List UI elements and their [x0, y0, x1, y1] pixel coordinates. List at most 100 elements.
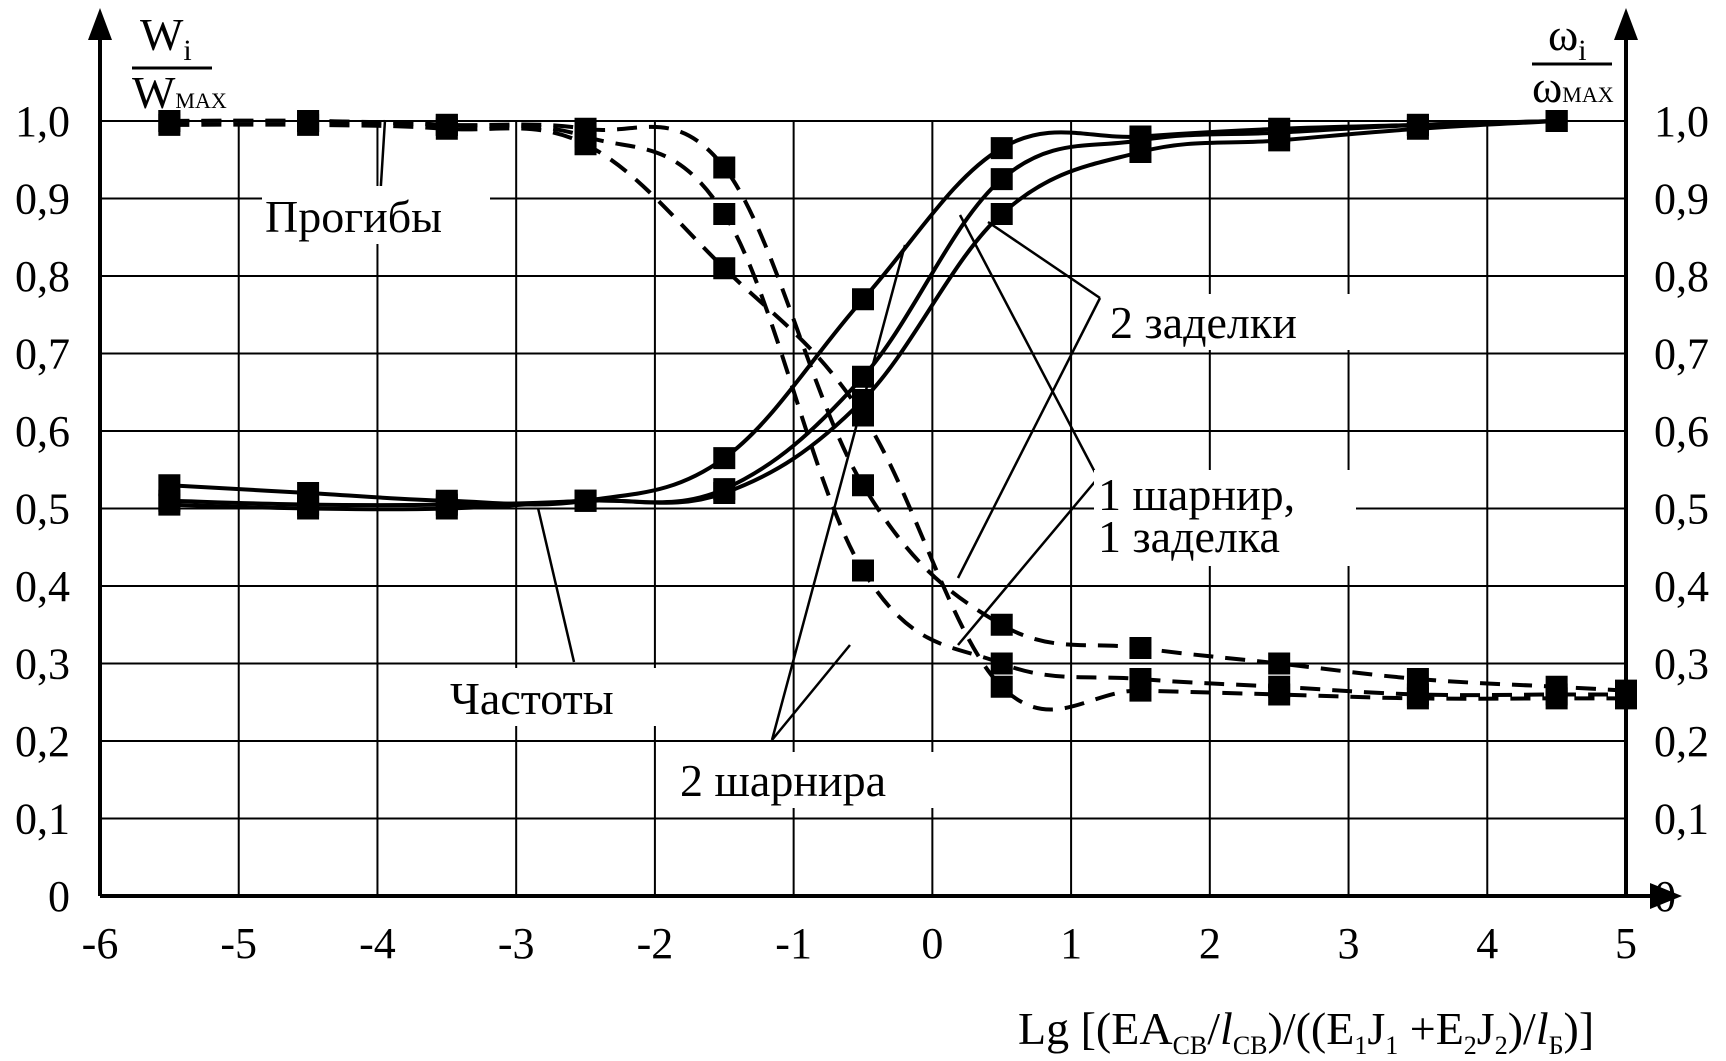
data-point-marker — [1406, 117, 1429, 140]
data-point-marker — [435, 117, 458, 140]
data-point-marker — [990, 203, 1013, 225]
y-tick-label-left: 0 — [48, 872, 70, 921]
x-tick-label: 2 — [1199, 919, 1221, 968]
annotation-leaders — [378, 119, 1102, 741]
hinge-clamp-label-line2: 1 заделка — [1098, 511, 1280, 562]
y-label-left: Wi WMAX — [132, 9, 227, 118]
data-point-marker — [990, 613, 1013, 636]
tick-labels: -6 -5 -4 -3 -2 -1 0 1 2 3 4 500,10,20,30,40,50,60,7… — [15, 97, 1709, 968]
leader-frequencies — [536, 507, 576, 663]
data-point-marker — [990, 652, 1013, 675]
data-point-marker — [713, 447, 736, 470]
leader-hinge-clamp-1 — [958, 214, 1100, 479]
y-label-right-den-sub: MAX — [1562, 82, 1613, 107]
x-tick-label: -5 — [220, 919, 257, 968]
two-hinges-label-bg — [676, 752, 948, 808]
axes — [88, 8, 1682, 909]
data-point-marker — [1129, 141, 1152, 163]
data-point-marker — [990, 675, 1013, 698]
svg-text:WMAX: WMAX — [132, 67, 227, 118]
y-tick-label-right: 0,6 — [1654, 407, 1709, 456]
y-tick-label-left: 0,4 — [15, 562, 70, 611]
two-hinges-label: 2 шарнира — [680, 755, 886, 806]
leader-two-clamps-2 — [956, 297, 1102, 579]
two-clamps-label: 2 заделки — [1110, 297, 1297, 348]
data-point-marker — [1129, 637, 1152, 659]
x-tick-label: -3 — [498, 919, 535, 968]
data-point-marker — [713, 203, 736, 225]
y-tick-label-right: 0,7 — [1654, 330, 1709, 379]
y-label-left-den-sub: MAX — [175, 88, 226, 113]
x-tick-label: -6 — [82, 919, 119, 968]
data-point-marker — [1615, 687, 1637, 710]
data-point-marker — [990, 137, 1013, 160]
y-label-right-num-sub: i — [1578, 34, 1586, 67]
hinge-clamp-label-line1: 1 шарнир, — [1098, 469, 1295, 520]
y-tick-label-left: 0,2 — [15, 717, 70, 766]
y-label-right-den: ω — [1532, 61, 1562, 112]
x-tick-label: -2 — [637, 919, 674, 968]
y-label-left-num: W — [140, 9, 184, 60]
data-point-marker — [852, 474, 874, 497]
y-tick-label-right: 0,4 — [1654, 562, 1709, 611]
y-tick-label-left: 1,0 — [15, 97, 70, 146]
x-axis-arrow — [1650, 883, 1682, 909]
deflections-label-bg — [262, 186, 490, 244]
series-line-deflections-2 — [169, 122, 1626, 712]
data-point-marker — [1545, 110, 1568, 132]
y-tick-label-right: 1,0 — [1654, 97, 1709, 146]
data-point-marker — [1406, 687, 1429, 710]
data-point-marker — [713, 156, 736, 179]
data-point-marker — [1268, 129, 1291, 152]
data-point-marker — [158, 113, 181, 136]
x-tick-label: 1 — [1060, 919, 1082, 968]
y-tick-label-right: 0 — [1654, 872, 1676, 921]
x-axis-label: Lg [(EAСВ/lСВ)/((E1J1 +E2J2)/lБ)] — [1018, 1003, 1594, 1060]
data-point-marker — [1268, 683, 1291, 706]
y-tick-label-right: 0,9 — [1654, 175, 1709, 224]
x-tick-label: 5 — [1615, 919, 1637, 968]
frequencies-label: Частоты — [450, 673, 614, 724]
markers — [158, 110, 1637, 710]
y-tick-label-left: 0,7 — [15, 330, 70, 379]
svg-text:ωi: ωi — [1548, 9, 1587, 67]
x-tick-label: 4 — [1476, 919, 1498, 968]
leader-hinge-clamp-2 — [957, 477, 1099, 646]
y-tick-label-right: 0,2 — [1654, 717, 1709, 766]
data-point-marker — [852, 288, 874, 311]
y-tick-label-left: 0,1 — [15, 795, 70, 844]
data-point-marker — [852, 559, 874, 582]
data-point-marker — [435, 497, 458, 520]
x-tick-label: -4 — [359, 919, 396, 968]
x-tick-label: 0 — [921, 919, 943, 968]
series-line-deflections-0 — [169, 118, 1627, 693]
data-point-marker — [158, 493, 181, 516]
svg-text:ωMAX: ωMAX — [1532, 61, 1614, 112]
hinge-clamp-label-bg — [1094, 470, 1356, 566]
y-tick-label-left: 0,6 — [15, 407, 70, 456]
data-point-marker — [297, 497, 320, 520]
y-tick-label-right: 0,1 — [1654, 795, 1709, 844]
data-point-marker — [713, 257, 736, 280]
data-point-marker — [990, 168, 1013, 191]
svg-text:Wi: Wi — [140, 9, 192, 67]
y-label-right: ωi ωMAX — [1532, 9, 1614, 112]
y-label-right-num: ω — [1548, 9, 1578, 60]
data-point-marker — [1129, 679, 1152, 702]
y-tick-label-left: 0,5 — [15, 485, 70, 534]
y-tick-label-right: 0,8 — [1654, 252, 1709, 301]
y-tick-label-right: 0,3 — [1654, 640, 1709, 689]
y-tick-label-left: 0,3 — [15, 640, 70, 689]
leader-two-clamps-1 — [987, 220, 1101, 300]
data-point-marker — [574, 133, 597, 156]
data-point-marker — [1545, 687, 1568, 710]
y-tick-label-left: 0,8 — [15, 252, 70, 301]
two-clamps-label-bg — [1106, 294, 1354, 350]
y-tick-label-left: 0,9 — [15, 175, 70, 224]
y-tick-label-right: 0,5 — [1654, 485, 1709, 534]
y-axis-right-arrow — [1614, 8, 1638, 40]
y-label-left-num-sub: i — [183, 34, 191, 67]
x-tick-label: -1 — [775, 919, 812, 968]
data-point-marker — [574, 489, 597, 512]
